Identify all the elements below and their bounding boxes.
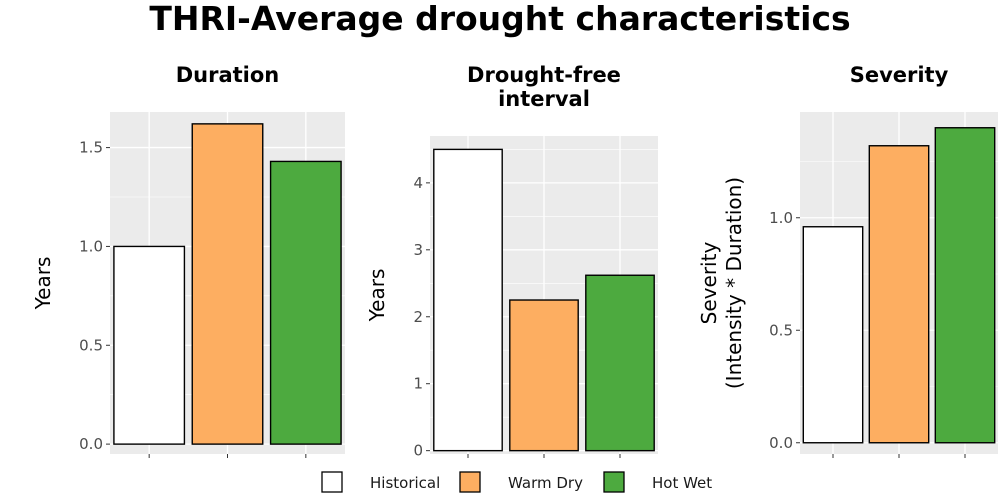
y-tick-label: 1.5 — [79, 139, 103, 157]
panel-title: Severity — [850, 63, 949, 87]
bar-warm-dry — [509, 299, 579, 452]
y-axis-label: Years — [31, 257, 55, 311]
y-tick-label: 1.0 — [79, 237, 103, 255]
legend: Historical Warm Dry Hot Wet — [321, 471, 712, 493]
bar-historical — [113, 245, 186, 445]
y-tick-label: 0.0 — [769, 434, 793, 452]
panel-title: interval — [498, 87, 590, 111]
y-tick-label: 3 — [413, 241, 423, 259]
legend-label: Hot Wet — [652, 474, 712, 492]
legend-label: Historical — [370, 474, 440, 492]
bar-hot-wet — [934, 127, 996, 444]
y-tick-label: 1.0 — [769, 209, 793, 227]
y-axis-label: Years — [365, 269, 389, 323]
legend-swatch — [459, 471, 481, 493]
legend-label: Warm Dry — [508, 474, 583, 492]
y-tick-label: 1 — [413, 375, 423, 393]
panel-title: Duration — [176, 63, 280, 87]
y-tick-label: 0 — [413, 442, 423, 460]
figure-title: THRI-Average drought characteristics — [149, 0, 850, 38]
panel-1: 0.0 0.5 1.0 1.5 Duration Years — [31, 63, 345, 458]
y-axis-label: Severity — [697, 242, 721, 325]
bar-warm-dry — [191, 123, 264, 445]
bar-historical — [802, 226, 864, 444]
legend-swatch — [321, 471, 343, 493]
bar-hot-wet — [269, 160, 342, 445]
bar-historical — [433, 148, 503, 452]
panel-title: Drought-free — [467, 63, 621, 87]
bar-hot-wet — [585, 274, 655, 452]
legend-item-warm-dry: Warm Dry — [459, 471, 583, 493]
bar-warm-dry — [868, 145, 930, 444]
y-axis-label: (Intensity * Duration) — [722, 177, 746, 389]
legend-swatch — [603, 471, 625, 493]
legend-item-hot-wet: Hot Wet — [603, 471, 712, 493]
legend-item-historical: Historical — [321, 471, 440, 493]
y-tick-label: 0.0 — [79, 435, 103, 453]
y-tick-label: 0.5 — [769, 321, 793, 339]
y-tick-label: 2 — [413, 308, 423, 326]
y-tick-label: 0.5 — [79, 336, 103, 354]
y-tick-label: 4 — [413, 174, 423, 192]
